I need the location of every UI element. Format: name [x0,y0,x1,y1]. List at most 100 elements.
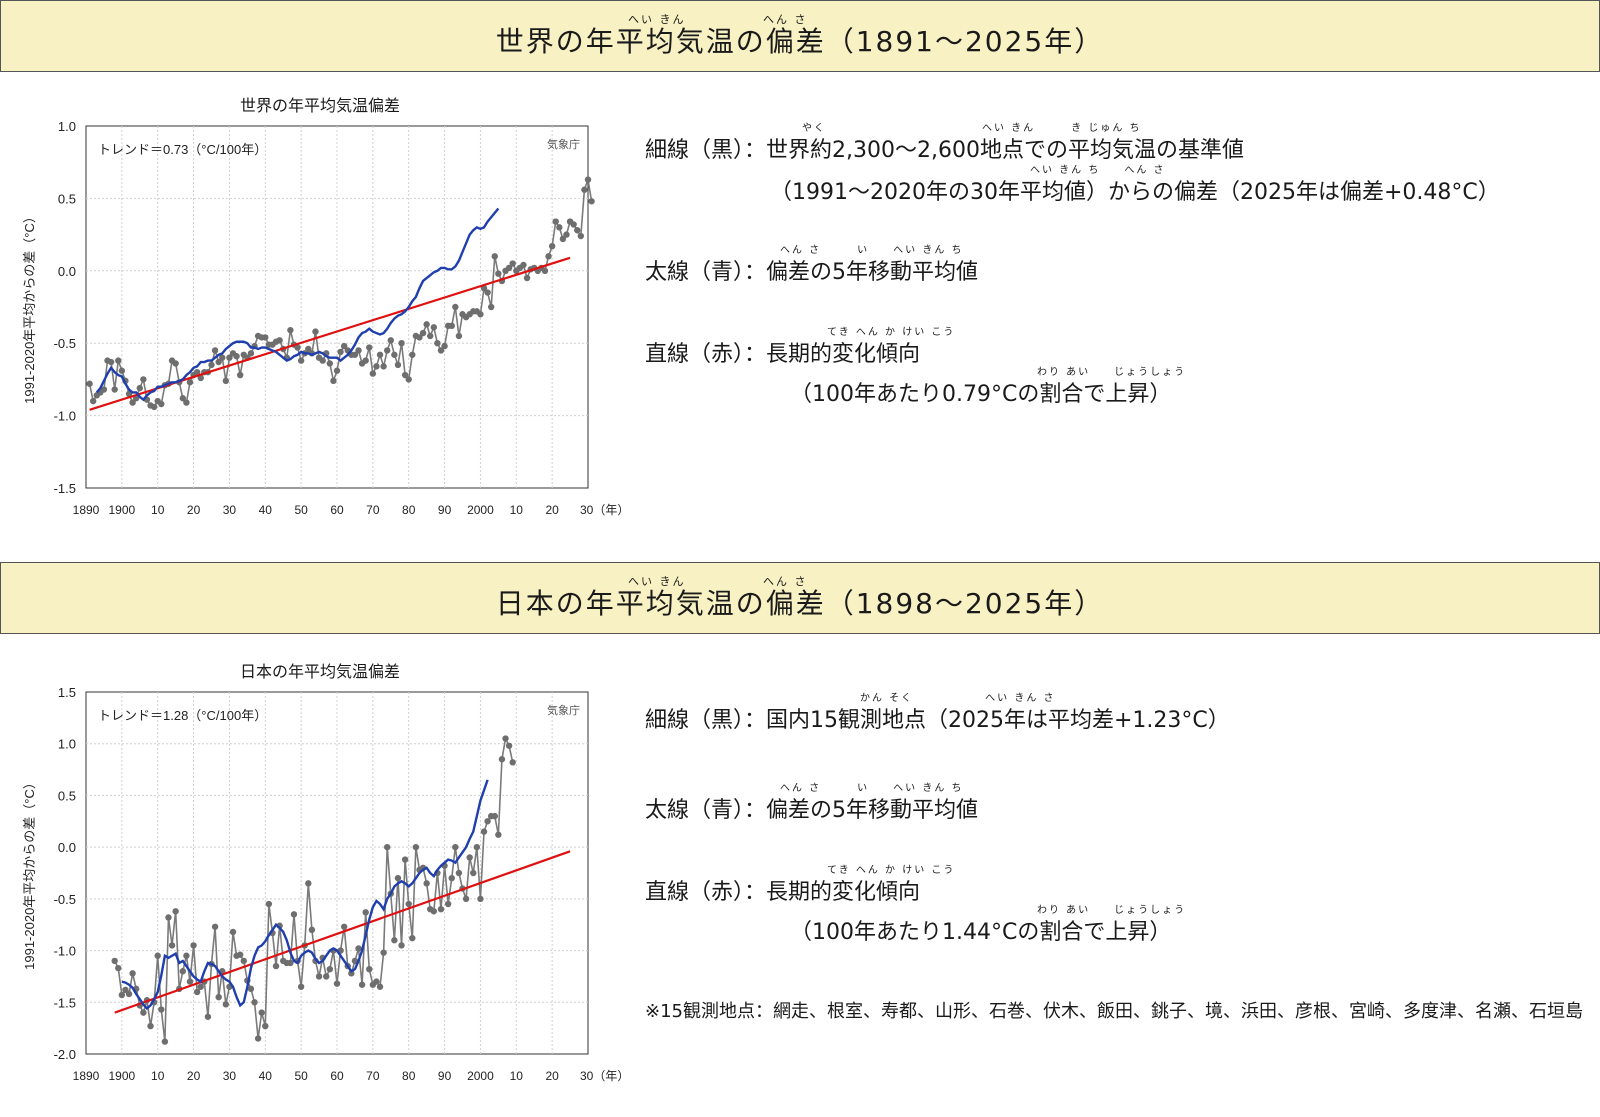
annual-point [118,991,126,999]
annual-point [362,909,369,916]
annual-point [484,818,491,825]
x-tick-label: 10 [151,503,165,517]
annual-point [340,923,348,930]
annual-point [111,386,118,393]
y-tick-label: 1.5 [58,685,76,700]
annual-point [384,347,391,354]
moving-average-line [121,779,489,1011]
annual-point [297,983,305,990]
annual-point [86,380,93,387]
annual-point [129,399,136,406]
annual-point [222,377,230,385]
x-tick-label: 30（年） [580,503,629,517]
annual-point [470,869,477,877]
world-chart: 1890 1900 10 20 30 40 50 60 70 80 90 2000 10 20 30（年） -… [22,119,629,517]
annual-point [366,965,373,973]
annual-point [509,759,516,766]
annual-point [477,895,484,903]
legend-thick-line: 太線（青）：偏差の5年移動平均値 [645,798,978,823]
annual-point [297,357,305,364]
annual-point [541,267,549,274]
annual-point [380,949,387,956]
y-tick-label: -1.5 [54,481,76,496]
annual-point [186,379,194,386]
annual-point [570,221,577,228]
annual-point [125,990,133,998]
watermark: 気象庁 [547,703,580,717]
y-tick-label: -1.5 [54,995,76,1010]
annual-point [391,351,398,358]
annual-point [373,363,380,370]
legend-ruby: てき へん か けい こう [827,327,956,338]
annual-point [330,377,337,385]
x-tick-label: 80 [402,503,416,517]
japan-chart: 1890 1900 10 20 30 40 50 60 70 80 90 2000 10 20 30（年） -… [22,685,629,1083]
annual-point [498,756,506,763]
annual-point [254,1035,262,1042]
x-tick-label: 30（年） [580,1069,629,1083]
banner-ruby-heikin: へい きん [628,13,686,26]
x-tick-label: 90 [438,503,452,517]
legend-rate: （100年あたり0.79°Cの割合で上昇） [790,382,1172,407]
annual-point [455,332,463,340]
world-banner-title: 世界の年平均気温の偏差（1891〜2025年） [495,25,1105,58]
x-tick-label: 30 [223,1069,237,1083]
world-banner: へい きん へん さ 世界の年平均気温の偏差（1891〜2025年） [0,0,1600,72]
trend-line [114,850,571,1014]
x-tick-label: 20 [187,503,201,517]
annual-point [495,831,502,838]
annual-point [581,186,588,193]
annual-point [172,908,179,915]
annual-point [348,970,355,977]
annual-point [487,303,495,311]
annual-point [287,959,294,967]
x-tick-label: 20 [545,503,559,517]
annual-point [226,354,233,361]
annual-point [358,981,366,988]
annual-point [158,1006,165,1013]
annual-point [172,360,179,367]
legend-rate: （100年あたり1.44°Cの割合で上昇） [790,920,1172,945]
japan-chart-title: 日本の年平均気温偏差 [240,662,401,681]
legend-thin-line-cont: （1991〜2020年の30年平均値）からの偏差（2025年は偏差+0.48°C… [770,180,1500,205]
annual-point [444,900,452,908]
annual-point [179,395,187,402]
watermark: 気象庁 [547,137,580,151]
y-tick-label: -2.0 [54,1047,76,1062]
legend-ruby: へん さ い へい きん ち [780,245,964,256]
legend-ruby: わり あい じょうしょう [1037,367,1187,378]
annual-point [376,351,384,358]
annual-point [312,328,319,335]
x-tick-label: 1890 [73,503,100,517]
legend-straight-line: 直線（赤）：長期的変化傾向 [645,880,921,905]
annual-point [588,198,595,205]
annual-point [323,973,330,980]
annual-point [398,942,405,949]
annual-point [265,900,273,908]
y-tick-label: 0.0 [58,264,76,279]
annual-point [584,176,592,183]
annual-point [150,403,158,411]
y-tick-label: 0.5 [58,191,76,206]
annual-point [211,347,219,354]
x-tick-label: 1900 [109,503,136,517]
annual-point [520,261,527,269]
annual-point [115,357,122,364]
annual-point [247,985,255,993]
annual-point [355,347,362,354]
annual-point [505,742,513,749]
annual-point [563,231,570,238]
annual-point [193,988,201,996]
annual-point [430,324,438,331]
x-tick-label: 70 [366,503,380,517]
y-tick-label: -1.0 [54,944,76,959]
annual-point [262,1022,269,1030]
annual-point [366,344,373,351]
annual-point [552,218,559,225]
legend-ruby: てき へん か けい こう [827,865,956,876]
annual-point [434,340,441,347]
annual-point [427,332,434,340]
trend-label: トレンド＝0.73（°C/100年） [98,142,267,157]
annual-point [229,928,237,936]
annual-point [233,353,240,360]
